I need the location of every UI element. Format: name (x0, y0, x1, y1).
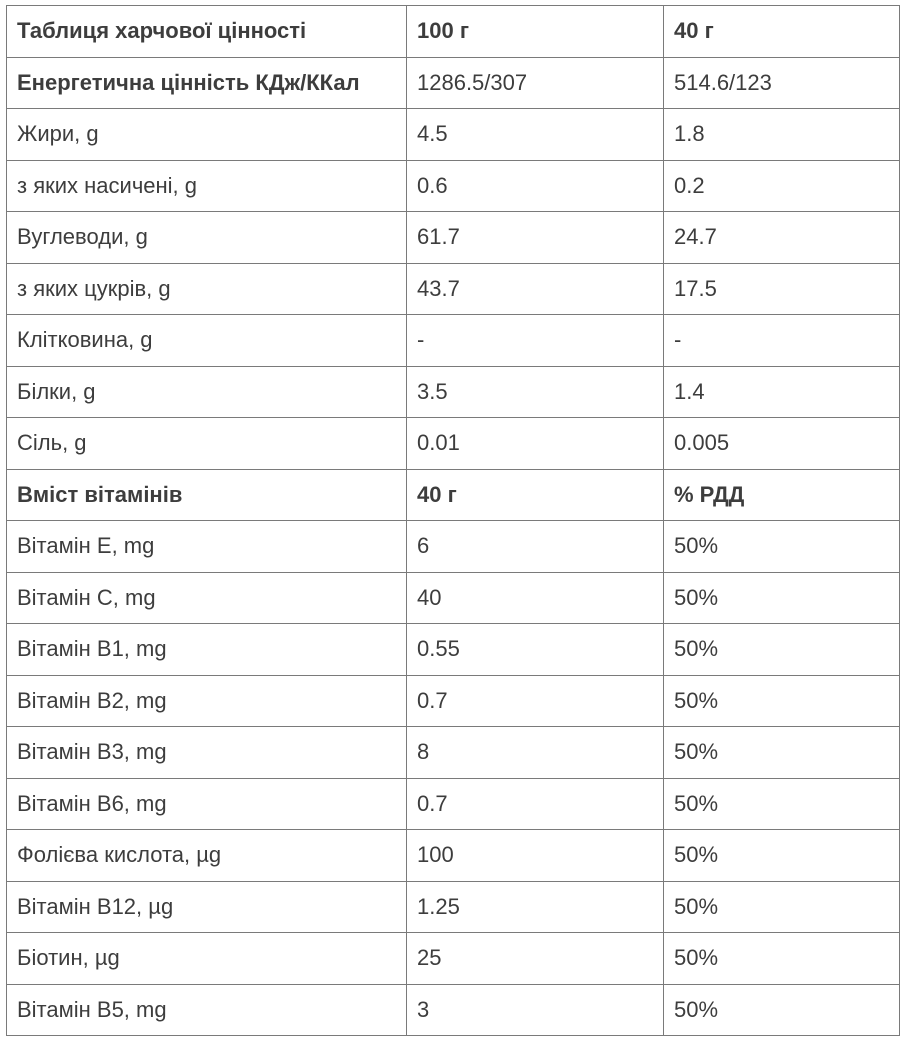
column-header-40g: 40 г (406, 468, 664, 521)
nutrient-per-40g: 17.5 (663, 262, 900, 315)
vitamin-per-40g: 1.25 (406, 880, 664, 933)
nutrient-label: Клітковина, g (6, 314, 407, 367)
table-row: Вітамін B1, mg 0.55 50% (6, 623, 900, 676)
nutrition-table-body: Таблиця харчової цінності 100 г 40 г Ене… (6, 5, 900, 1036)
vitamins-section-title: Вміст вітамінів (6, 468, 407, 521)
vitamin-rdd: 50% (663, 777, 900, 830)
vitamin-per-40g: 100 (406, 829, 664, 882)
table-row: Клітковина, g - - (6, 314, 900, 367)
nutrient-per-40g: 24.7 (663, 211, 900, 264)
vitamin-label: Вітамін B3, mg (6, 726, 407, 779)
nutrient-label: з яких цукрів, g (6, 262, 407, 315)
vitamin-rdd: 50% (663, 932, 900, 985)
nutrient-per-40g: 1.8 (663, 108, 900, 161)
table-row: Вітамін C, mg 40 50% (6, 571, 900, 624)
table-row: Фолієва кислота, µg 100 50% (6, 829, 900, 882)
table-header-row: Таблиця харчової цінності 100 г 40 г (6, 5, 900, 58)
vitamin-label: Біотин, µg (6, 932, 407, 985)
table-row: Вітамін E, mg 6 50% (6, 520, 900, 573)
vitamin-per-40g: 40 (406, 571, 664, 624)
vitamin-rdd: 50% (663, 520, 900, 573)
nutrient-per-100g: 61.7 (406, 211, 664, 264)
vitamin-label: Фолієва кислота, µg (6, 829, 407, 882)
vitamin-rdd: 50% (663, 674, 900, 727)
vitamin-label: Вітамін E, mg (6, 520, 407, 573)
nutrient-label: Білки, g (6, 365, 407, 418)
energy-per-100g: 1286.5/307 (406, 56, 664, 109)
energy-label: Енергетична цінність КДж/ККал (6, 56, 407, 109)
column-header-40g: 40 г (663, 5, 900, 58)
vitamin-per-40g: 0.55 (406, 623, 664, 676)
nutrient-label: Вуглеводи, g (6, 211, 407, 264)
nutrient-per-100g: 43.7 (406, 262, 664, 315)
vitamin-per-40g: 0.7 (406, 674, 664, 727)
vitamin-rdd: 50% (663, 726, 900, 779)
nutrient-label: Жири, g (6, 108, 407, 161)
table-row: Вітамін B6, mg 0.7 50% (6, 777, 900, 830)
table-row: Біотин, µg 25 50% (6, 932, 900, 985)
nutrient-per-100g: 4.5 (406, 108, 664, 161)
table-row: Вітамін B12, µg 1.25 50% (6, 880, 900, 933)
table-row: Сіль, g 0.01 0.005 (6, 417, 900, 470)
vitamin-label: Вітамін B5, mg (6, 983, 407, 1036)
vitamin-per-40g: 25 (406, 932, 664, 985)
vitamin-per-40g: 0.7 (406, 777, 664, 830)
table-row: з яких цукрів, g 43.7 17.5 (6, 262, 900, 315)
table-row: Жири, g 4.5 1.8 (6, 108, 900, 161)
nutrition-table: Таблиця харчової цінності 100 г 40 г Ене… (6, 5, 900, 1036)
nutrient-per-100g: 0.01 (406, 417, 664, 470)
table-row: Білки, g 3.5 1.4 (6, 365, 900, 418)
vitamin-per-40g: 3 (406, 983, 664, 1036)
table-row: Вуглеводи, g 61.7 24.7 (6, 211, 900, 264)
vitamin-label: Вітамін B1, mg (6, 623, 407, 676)
vitamin-label: Вітамін B2, mg (6, 674, 407, 727)
column-header-rdd: % РДД (663, 468, 900, 521)
vitamin-rdd: 50% (663, 983, 900, 1036)
vitamin-per-40g: 8 (406, 726, 664, 779)
nutrient-per-100g: 3.5 (406, 365, 664, 418)
nutrient-per-100g: 0.6 (406, 159, 664, 212)
table-row: з яких насичені, g 0.6 0.2 (6, 159, 900, 212)
table-title: Таблиця харчової цінності (6, 5, 407, 58)
vitamin-rdd: 50% (663, 829, 900, 882)
nutrient-per-40g: 0.005 (663, 417, 900, 470)
table-row: Вітамін B3, mg 8 50% (6, 726, 900, 779)
vitamins-header-row: Вміст вітамінів 40 г % РДД (6, 468, 900, 521)
vitamin-rdd: 50% (663, 571, 900, 624)
vitamin-label: Вітамін B12, µg (6, 880, 407, 933)
table-row: Вітамін B5, mg 3 50% (6, 983, 900, 1036)
nutrient-label: з яких насичені, g (6, 159, 407, 212)
vitamin-label: Вітамін C, mg (6, 571, 407, 624)
vitamin-rdd: 50% (663, 623, 900, 676)
vitamin-rdd: 50% (663, 880, 900, 933)
column-header-100g: 100 г (406, 5, 664, 58)
nutrient-per-40g: 0.2 (663, 159, 900, 212)
nutrient-label: Сіль, g (6, 417, 407, 470)
energy-per-40g: 514.6/123 (663, 56, 900, 109)
vitamin-per-40g: 6 (406, 520, 664, 573)
vitamin-label: Вітамін B6, mg (6, 777, 407, 830)
table-row-energy: Енергетична цінність КДж/ККал 1286.5/307… (6, 56, 900, 109)
nutrient-per-100g: - (406, 314, 664, 367)
nutrient-per-40g: 1.4 (663, 365, 900, 418)
table-row: Вітамін B2, mg 0.7 50% (6, 674, 900, 727)
nutrient-per-40g: - (663, 314, 900, 367)
